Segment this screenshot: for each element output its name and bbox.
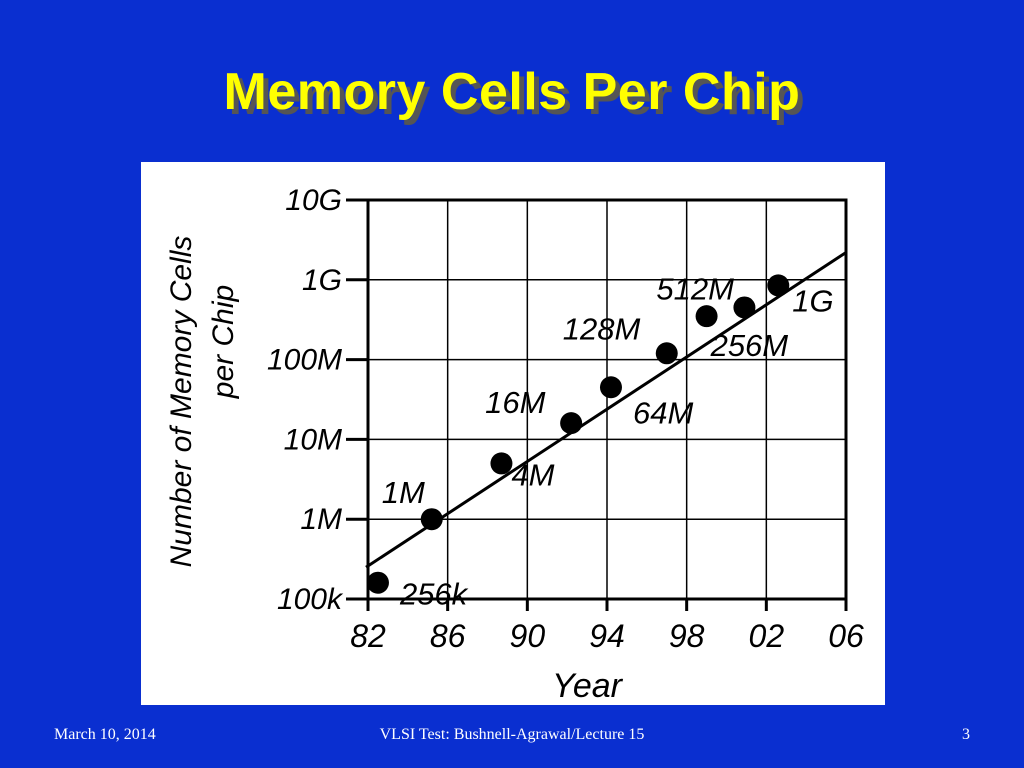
y-axis-label-line-2: per Chip	[207, 285, 240, 399]
footer-page-number: 3	[962, 726, 970, 743]
data-point	[733, 296, 756, 319]
y-tick-label: 10G	[285, 184, 342, 217]
x-tick-label: 94	[589, 618, 625, 654]
data-point	[420, 508, 443, 531]
x-tick-label: 82	[350, 618, 386, 654]
data-point	[599, 376, 622, 399]
data-label: 128M	[563, 311, 641, 346]
data-point	[655, 342, 678, 365]
x-tick-label: 86	[430, 618, 466, 654]
data-label: 512M	[656, 271, 734, 306]
y-tick-label: 100k	[277, 583, 344, 616]
data-point	[767, 274, 790, 297]
slide-title: Memory Cells Per Chip	[223, 63, 801, 121]
x-tick-label: 02	[749, 618, 785, 654]
y-tick-label: 10M	[284, 423, 342, 456]
data-label: 64M	[633, 395, 693, 430]
data-label: 1M	[382, 475, 425, 510]
data-label: 1G	[792, 283, 833, 318]
data-point	[490, 452, 513, 475]
x-axis-label: Year	[552, 667, 624, 705]
x-tick-label: 90	[510, 618, 546, 654]
data-point	[695, 305, 718, 328]
chart-panel: 100k 1M 10M 100M 1G 10G 82 86 90 94 98 02 06 Year Numb…	[141, 162, 885, 705]
data-label: 256M	[710, 328, 789, 363]
data-label: 256k	[399, 577, 469, 612]
trend-line	[365, 251, 847, 569]
y-tick-label: 100M	[267, 344, 342, 377]
data-point	[366, 571, 389, 594]
data-label: 16M	[485, 385, 545, 420]
y-axis-label-line-1: Number of Memory Cells	[165, 236, 198, 568]
memory-cells-chart: 100k 1M 10M 100M 1G 10G 82 86 90 94 98 02 06 Year Numb…	[165, 184, 864, 705]
data-label: 4M	[511, 457, 554, 492]
y-tick-label: 1G	[302, 264, 342, 297]
x-tick-label: 98	[669, 618, 705, 654]
x-tick-label: 06	[828, 618, 864, 654]
y-tick-label: 1M	[300, 503, 342, 536]
footer-course: VLSI Test: Bushnell-Agrawal/Lecture 15	[379, 726, 645, 743]
footer-date: March 10, 2014	[54, 726, 156, 743]
data-point	[560, 412, 583, 435]
